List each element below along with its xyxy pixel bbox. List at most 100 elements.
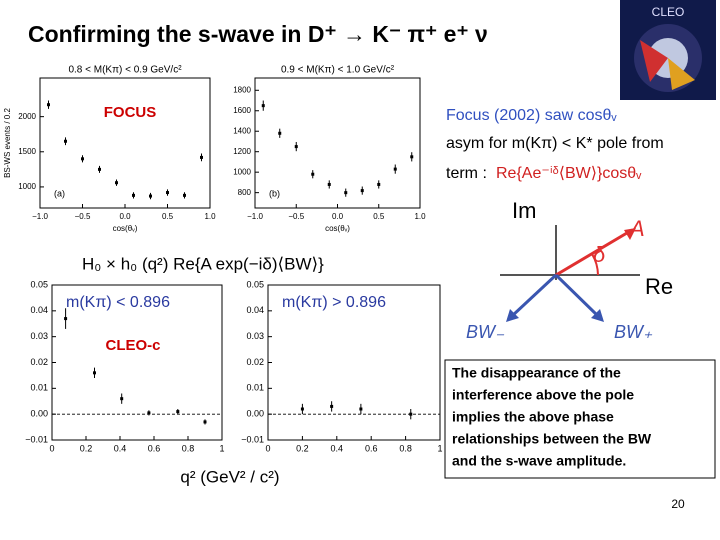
panel-tag: (b) [269, 188, 280, 198]
logo-wedge [668, 58, 695, 90]
x-tick-label: −1.0 [247, 212, 263, 221]
data-point [149, 194, 152, 198]
x-tick-label: −1.0 [32, 212, 48, 221]
x-tick-label: 0.4 [114, 443, 127, 453]
panel-tag: (a) [54, 188, 65, 198]
y-tick-label: 0.04 [30, 305, 48, 315]
note-line: The disappearance of the [452, 365, 621, 381]
data-point [393, 167, 397, 171]
y-tick-label: 0.01 [246, 383, 264, 393]
y-tick-label: 0.05 [30, 279, 48, 289]
data-point [200, 155, 203, 159]
data-point [183, 193, 186, 197]
data-point [344, 191, 348, 195]
x-tick-label: 0 [49, 443, 54, 453]
x-axis-label: cos(θᵥ) [325, 224, 350, 233]
x-axis-label: cos(θᵥ) [113, 224, 138, 233]
x-tick-label: 0.8 [182, 443, 195, 453]
data-point [327, 182, 331, 186]
plot-panel: 0.05 0.04 0.03 0.02 0.01 0.00 −0.010 0.2 0.4 0.6 0… [25, 279, 224, 453]
x-tick-label: 1 [437, 443, 442, 453]
data-point [300, 407, 304, 411]
x-axis-label: q² (GeV² / c²) [180, 467, 279, 486]
x-tick-label: 0.4 [331, 443, 344, 453]
x-tick-label: 0.5 [373, 212, 385, 221]
data-point [147, 411, 151, 415]
delta-arc [591, 253, 599, 276]
y-tick-label: 0.04 [246, 305, 264, 315]
y-tick-label: 0.03 [30, 331, 48, 341]
data-point [98, 167, 101, 171]
x-tick-label: 1 [219, 443, 224, 453]
data-point [261, 104, 265, 108]
y-tick-label: 1600 [233, 106, 251, 115]
panel-annotation: m(Kπ) > 0.896 [282, 294, 386, 311]
y-tick-label: 1500 [18, 147, 36, 156]
y-tick-label: 800 [238, 188, 252, 197]
focus-label: FOCUS [104, 104, 157, 121]
arrow-head [591, 309, 604, 322]
data-point [64, 139, 67, 143]
x-tick-label: 1.0 [204, 212, 216, 221]
data-point [330, 404, 334, 408]
panel-title: 0.8 < M(Kπ) < 0.9 GeV/c² [68, 65, 182, 76]
a-arrow [555, 228, 633, 277]
data-point [47, 103, 50, 107]
data-point [64, 317, 68, 321]
y-tick-label: 0.02 [246, 357, 264, 367]
x-tick-label: −0.5 [288, 212, 304, 221]
data-point [278, 131, 282, 135]
x-tick-label: 0.6 [365, 443, 378, 453]
formula: H₀ × h₀ (q²) Re{A exp(−iδ)⟨BW⟩} [82, 254, 324, 273]
x-tick-label: 0.2 [80, 443, 93, 453]
phase-diagram: Im Re A δ BW₋ BW₊ [466, 198, 673, 342]
note-line: relationships between the BW [452, 431, 652, 447]
note-text: The disappearance of the interference abo… [452, 365, 652, 469]
data-point [311, 172, 315, 176]
bw-minus-label: BW₋ [466, 322, 505, 342]
plot-panel: 1000 1500 2000 −1.0 −0.5 0.0 0.5 1.0 0.8 < M(Kπ)… [3, 65, 216, 233]
data-point [120, 397, 124, 401]
data-point [93, 371, 96, 375]
x-tick-label: 0.2 [296, 443, 309, 453]
a-label: A [628, 216, 645, 241]
y-tick-label: 0.00 [30, 409, 48, 419]
y-tick-label: 1800 [233, 85, 251, 94]
note-line: implies the above phase [452, 409, 614, 425]
logo-wedge [640, 40, 668, 82]
arrow-head [624, 228, 636, 240]
data-point [377, 182, 381, 186]
text-line: asym for m(Kπ) < K* pole from [446, 135, 664, 152]
x-tick-label: 0 [265, 443, 270, 453]
data-point [166, 191, 169, 195]
y-tick-label: 0.02 [30, 357, 48, 367]
y-tick-label: 1000 [233, 167, 251, 176]
data-point [410, 155, 414, 159]
y-tick-label: 0.03 [246, 331, 264, 341]
data-point [176, 410, 180, 414]
note-box [444, 359, 716, 479]
data-point [132, 193, 135, 197]
y-tick-label: −0.01 [25, 434, 48, 444]
text-line: term : [446, 165, 487, 182]
bw-plus-label: BW₊ [614, 322, 653, 342]
data-point [360, 189, 364, 193]
note-line: interference above the pole [452, 387, 634, 403]
x-tick-label: 0.5 [162, 212, 174, 221]
text-line: Focus (2002) saw cosθᵥ [446, 107, 617, 124]
re-label: Re [645, 274, 673, 299]
plot-panel: 800 1000 1200 1400 1600 1800 −1.0 −0.5 0.0 0.5 1.0… [233, 65, 426, 233]
logo-text: CLEO [652, 5, 685, 19]
data-point [115, 181, 118, 185]
x-tick-label: 1.0 [414, 212, 426, 221]
x-tick-label: −0.5 [75, 212, 91, 221]
data-point [294, 145, 298, 149]
bw-minus-arrow [510, 273, 558, 318]
y-tick-label: 0.05 [246, 279, 264, 289]
cleo-label: CLEO-c [105, 337, 160, 354]
page-number: 20 [671, 497, 685, 511]
y-tick-label: 0.01 [30, 383, 48, 393]
